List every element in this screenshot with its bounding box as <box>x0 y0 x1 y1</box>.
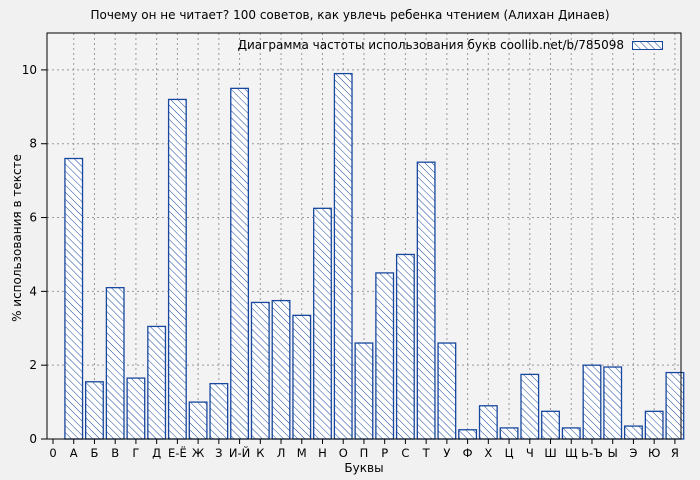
x-tick-label-Ш: Ш <box>544 446 556 460</box>
y-tick-label: 2 <box>29 358 37 372</box>
x-tick-label-Н: Н <box>318 446 327 460</box>
tick-marks <box>41 69 676 444</box>
y-axis-title: % использования в тексте <box>10 154 24 322</box>
bar-Э <box>623 425 643 440</box>
bar-Е-Ё <box>167 98 187 440</box>
y-tick-labels: 0 2 4 6 8 10 <box>22 63 37 446</box>
x-tick-label-В: В <box>111 446 119 460</box>
x-tick-label-Ц: Ц <box>505 446 514 460</box>
x-tick-label-А: А <box>70 446 78 460</box>
y-tick-label: 4 <box>29 284 37 298</box>
legend-swatch-rect <box>632 40 663 50</box>
bar-О <box>333 72 353 440</box>
x-tick-label-Щ: Щ <box>565 446 578 460</box>
bar-В <box>105 287 125 440</box>
x-tick-label-М: М <box>297 446 307 460</box>
bars <box>64 72 685 440</box>
x-axis-title: Буквы <box>344 461 384 475</box>
x-tick-labels: 0 А Б В Г Д Е-Ё Ж З И-Й К Л М Н О П Р С Т У Ф Х Ц Ч Ш Щ Ь-Ъ Ы Э Ю Я <box>49 445 679 460</box>
x-tick-label-Э: Э <box>629 446 637 460</box>
x-tick-label-Ю: Ю <box>648 446 660 460</box>
bar-Л <box>271 299 291 440</box>
bar-Р <box>375 272 395 440</box>
x-tick-label-Х: Х <box>484 446 492 460</box>
bar-Ч <box>520 373 540 440</box>
x-tick-label-У: У <box>443 446 450 460</box>
chart-title: Почему он не читает? 100 советов, как ув… <box>90 8 610 22</box>
x-tick-label-Т: Т <box>422 446 431 460</box>
bar-Т <box>416 161 436 440</box>
x-tick-label-П: П <box>360 446 369 460</box>
x-tick-label-О: О <box>339 446 348 460</box>
x-tick-label-Р: Р <box>381 446 388 460</box>
x-tick-label-С: С <box>401 446 409 460</box>
y-tick-label: 10 <box>22 63 37 77</box>
bar-Б <box>85 381 104 440</box>
bar-И-Й <box>230 87 250 440</box>
legend-swatch-icon <box>632 40 663 50</box>
bar-Ю <box>644 410 664 440</box>
bar-У <box>437 342 457 440</box>
bar-Д <box>147 325 167 440</box>
x-tick-label-Ж: Ж <box>192 446 205 460</box>
bar-З <box>209 382 229 440</box>
bar-Ф <box>458 429 478 440</box>
bar-Ж <box>188 401 208 440</box>
bar-К <box>250 301 270 440</box>
x-tick-label-origin: 0 <box>49 446 56 460</box>
y-tick-label: 8 <box>29 137 37 151</box>
bar-Н <box>313 207 332 440</box>
x-tick-label-Г: Г <box>132 446 139 460</box>
x-tick-label-З: З <box>215 446 222 460</box>
x-tick-label-Е-Ё: Е-Ё <box>168 445 187 460</box>
bar-Ь-Ъ <box>582 364 602 440</box>
bar-Ш <box>541 410 560 440</box>
x-tick-label-Ы: Ы <box>608 446 618 460</box>
x-tick-label-Л: Л <box>277 446 286 460</box>
bar-Г <box>126 377 146 440</box>
bar-Ц <box>499 427 519 440</box>
x-tick-label-Б: Б <box>91 446 99 460</box>
x-tick-label-Я: Я <box>671 446 679 460</box>
bar-М <box>292 314 312 440</box>
y-tick-label: 6 <box>29 211 37 225</box>
bar-Щ <box>561 427 581 440</box>
bar-С <box>395 253 415 440</box>
x-tick-label-Ф: Ф <box>463 446 473 460</box>
bar-Х <box>478 405 498 440</box>
x-tick-label-Д: Д <box>152 446 161 460</box>
legend: Диаграмма частоты использования букв coo… <box>238 38 663 52</box>
x-tick-label-И-Й: И-Й <box>229 445 250 460</box>
bar-П <box>354 342 374 440</box>
bar-Ы <box>603 366 623 440</box>
bar-А <box>64 157 84 440</box>
x-tick-label-Ч: Ч <box>526 446 534 460</box>
x-tick-label-Ь-Ъ: Ь-Ъ <box>581 446 603 460</box>
y-tick-label: 0 <box>29 432 37 446</box>
legend-label: Диаграмма частоты использования букв coo… <box>237 38 624 52</box>
x-tick-label-К: К <box>256 446 264 460</box>
